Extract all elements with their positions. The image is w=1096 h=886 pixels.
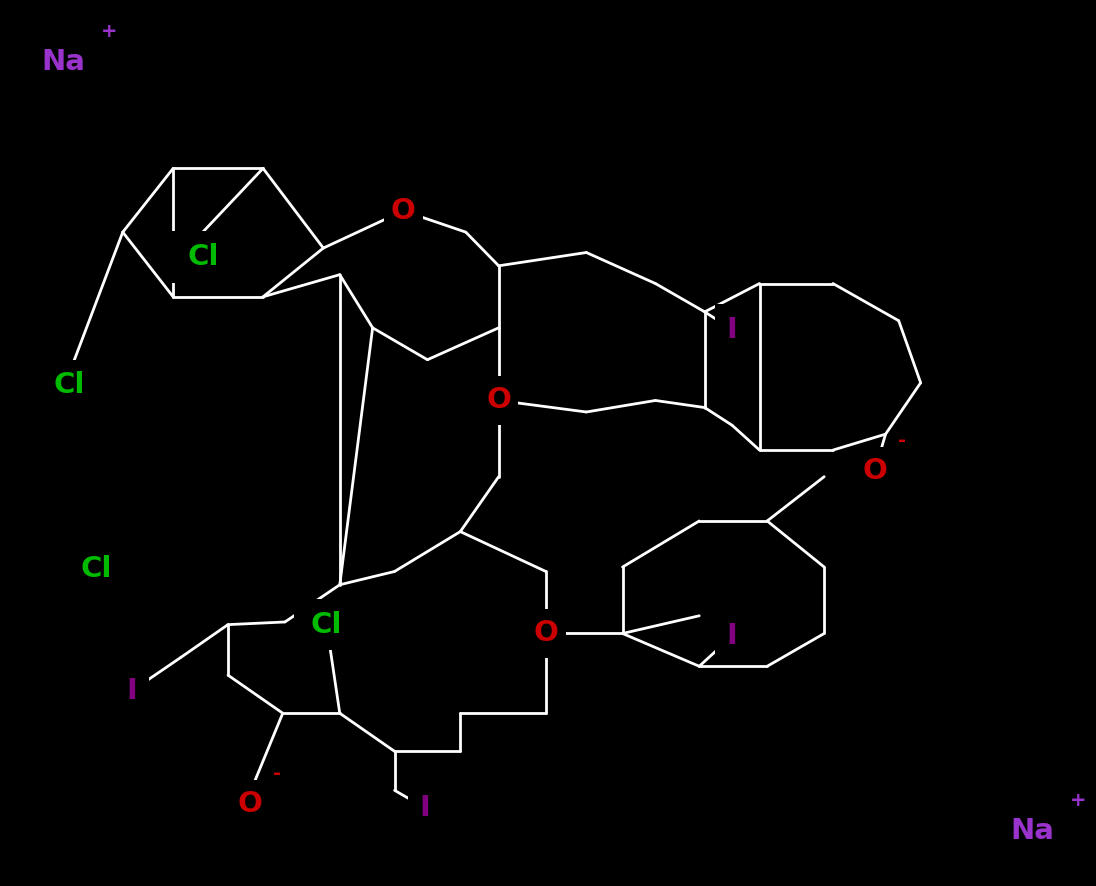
Text: I: I [727, 622, 738, 650]
FancyBboxPatch shape [230, 780, 270, 829]
FancyBboxPatch shape [384, 186, 423, 236]
FancyBboxPatch shape [37, 360, 101, 411]
Text: O: O [534, 619, 558, 648]
Text: +: + [101, 22, 117, 41]
Text: Cl: Cl [187, 243, 218, 271]
Text: Cl: Cl [311, 610, 342, 639]
Text: Na: Na [1011, 817, 1054, 845]
FancyBboxPatch shape [294, 599, 358, 650]
Text: O: O [487, 386, 511, 415]
FancyBboxPatch shape [996, 804, 1069, 859]
Text: I: I [727, 315, 738, 344]
Text: -: - [898, 431, 905, 450]
FancyBboxPatch shape [27, 35, 100, 89]
Text: Cl: Cl [81, 555, 112, 583]
FancyBboxPatch shape [526, 609, 566, 658]
FancyBboxPatch shape [171, 231, 235, 283]
FancyBboxPatch shape [64, 543, 129, 595]
Text: O: O [391, 197, 415, 225]
Text: Cl: Cl [54, 371, 84, 400]
FancyBboxPatch shape [715, 610, 750, 662]
Text: +: + [1070, 791, 1086, 810]
Text: I: I [420, 794, 431, 822]
Text: O: O [863, 457, 887, 486]
Text: O: O [238, 790, 262, 819]
FancyBboxPatch shape [479, 376, 518, 425]
FancyBboxPatch shape [715, 304, 750, 355]
Text: Na: Na [42, 48, 85, 76]
FancyBboxPatch shape [855, 447, 894, 496]
FancyBboxPatch shape [114, 665, 149, 717]
Text: I: I [126, 677, 137, 705]
FancyBboxPatch shape [408, 782, 443, 834]
Text: -: - [273, 765, 281, 783]
